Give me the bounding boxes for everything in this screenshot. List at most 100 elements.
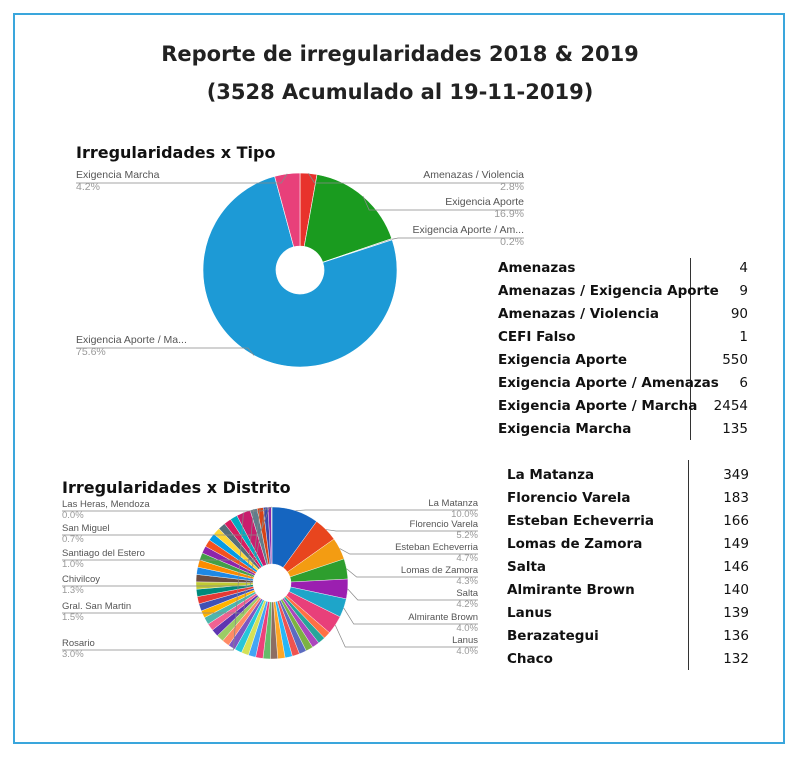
slice-label: Lanus	[452, 635, 478, 646]
slice-label: San Miguel	[62, 523, 110, 534]
leader-line	[62, 509, 254, 614]
row-label: Berazategui	[507, 628, 599, 644]
row-label: Florencio Varela	[507, 490, 631, 506]
table-row: Chaco 132	[507, 651, 749, 673]
leader-line	[308, 173, 524, 184]
leader-line	[76, 173, 288, 184]
slice-pct: 3.0%	[62, 649, 84, 660]
row-value: 349	[723, 467, 749, 483]
leader-line	[62, 507, 266, 561]
chart-title-distrito: Irregularidades x Distrito	[62, 478, 291, 497]
row-value: 140	[723, 582, 749, 598]
row-label: Esteban Echeverria	[507, 513, 654, 529]
table-row: Amenazas 4	[498, 260, 748, 282]
row-value: 146	[723, 559, 749, 575]
slice-label: Exigencia Aporte / Am...	[413, 224, 524, 236]
row-label: Exigencia Marcha	[498, 421, 632, 437]
table-divider-tipo	[690, 258, 691, 440]
table-divider-distrito	[688, 460, 689, 670]
row-label: Amenazas / Exigencia Aporte	[498, 283, 719, 299]
slice-pct: 4.3%	[456, 576, 478, 587]
leader-line	[362, 196, 524, 211]
slice-exigencia-aporte-ma	[202, 176, 398, 368]
slice-pct: 1.5%	[62, 612, 84, 623]
table-row: Berazategui 136	[507, 628, 749, 650]
slice-pct: 5.2%	[456, 530, 478, 541]
leader-line	[346, 568, 478, 578]
leader-line	[339, 548, 478, 555]
row-label: Salta	[507, 559, 547, 575]
leader-line	[343, 607, 478, 625]
table-row: La Matanza 349	[507, 467, 749, 489]
slice-label: Santiago del Estero	[62, 548, 145, 559]
row-label: Lanus	[507, 605, 552, 621]
leader-line	[334, 624, 478, 648]
slice-label: Exigencia Aporte / Ma...	[76, 334, 187, 346]
table-row: Lomas de Zamora 149	[507, 536, 749, 558]
row-label: Exigencia Aporte / Marcha	[498, 398, 698, 414]
slice-pct: 4.0%	[456, 646, 478, 657]
slice-pct: 4.0%	[456, 623, 478, 634]
slice-pct: 0.7%	[62, 534, 84, 545]
leader-line	[62, 506, 272, 512]
slice-label: Las Heras, Mendoza	[62, 499, 150, 510]
row-value: 550	[722, 352, 748, 368]
table-row: Almirante Brown 140	[507, 582, 749, 604]
slice-label: Chivilcoy	[62, 574, 100, 585]
row-label: CEFI Falso	[498, 329, 576, 345]
slice-label: Gral. San Martin	[62, 601, 131, 612]
row-value: 132	[723, 651, 749, 667]
row-value: 2454	[713, 398, 748, 414]
row-value: 149	[723, 536, 749, 552]
slice-pct: 0.0%	[62, 510, 84, 521]
row-label: La Matanza	[507, 467, 595, 483]
slice-pct: 4.7%	[456, 553, 478, 564]
row-value: 135	[722, 421, 748, 437]
report-frame	[13, 13, 785, 744]
slice-label: La Matanza	[428, 498, 478, 509]
leader-line	[347, 588, 478, 601]
row-value: 90	[730, 306, 748, 322]
table-row: Exigencia Marcha 135	[498, 421, 748, 443]
slice-pct: 4.2%	[456, 599, 478, 610]
report-subtitle: (3528 Acumulado al 19-11-2019)	[206, 80, 594, 104]
row-value: 136	[723, 628, 749, 644]
slice-pct: 0.2%	[500, 236, 524, 248]
slice-label: Esteban Echeverria	[395, 542, 479, 553]
slice-pct: 10.0%	[451, 509, 478, 520]
leader-line	[62, 506, 270, 536]
leader-line	[391, 237, 524, 240]
row-value: 9	[739, 283, 748, 299]
slice-pct: 4.2%	[76, 181, 100, 193]
row-label: Amenazas / Violencia	[498, 306, 659, 322]
table-row: Florencio Varela 183	[507, 490, 749, 512]
table-row: Esteban Echeverria 166	[507, 513, 749, 535]
row-value: 1	[739, 329, 748, 345]
leader-line	[62, 507, 261, 587]
row-label: Exigencia Aporte	[498, 352, 628, 368]
slice-pct: 2.8%	[500, 181, 524, 193]
row-label: Almirante Brown	[507, 582, 635, 598]
leader-line	[76, 347, 255, 356]
slice-exigencia-marcha	[274, 172, 301, 248]
leader-line	[62, 512, 244, 651]
table-row: Salta 146	[507, 559, 749, 581]
chart-title-tipo: Irregularidades x Tipo	[76, 143, 276, 162]
row-value: 4	[739, 260, 748, 276]
slice-label: Lomas de Zamora	[401, 565, 479, 576]
row-value: 166	[723, 513, 749, 529]
table-row: Exigencia Aporte / Marcha 2454	[498, 398, 748, 420]
slice-pct: 75.6%	[76, 346, 106, 358]
report-title: Reporte de irregularidades 2018 & 2019	[161, 42, 639, 66]
table-row: Amenazas / Exigencia Aporte 9	[498, 283, 748, 305]
slice-label: Exigencia Marcha	[76, 169, 160, 181]
slice-label: Exigencia Aporte	[445, 196, 524, 208]
slice-pct: 1.0%	[62, 559, 84, 570]
slice-label: Almirante Brown	[408, 612, 478, 623]
table-row: CEFI Falso 1	[498, 329, 748, 351]
slice-label: Salta	[456, 588, 478, 599]
slice-pct: 1.3%	[62, 585, 84, 596]
table-row: Lanus 139	[507, 605, 749, 627]
leader-line	[325, 529, 478, 532]
